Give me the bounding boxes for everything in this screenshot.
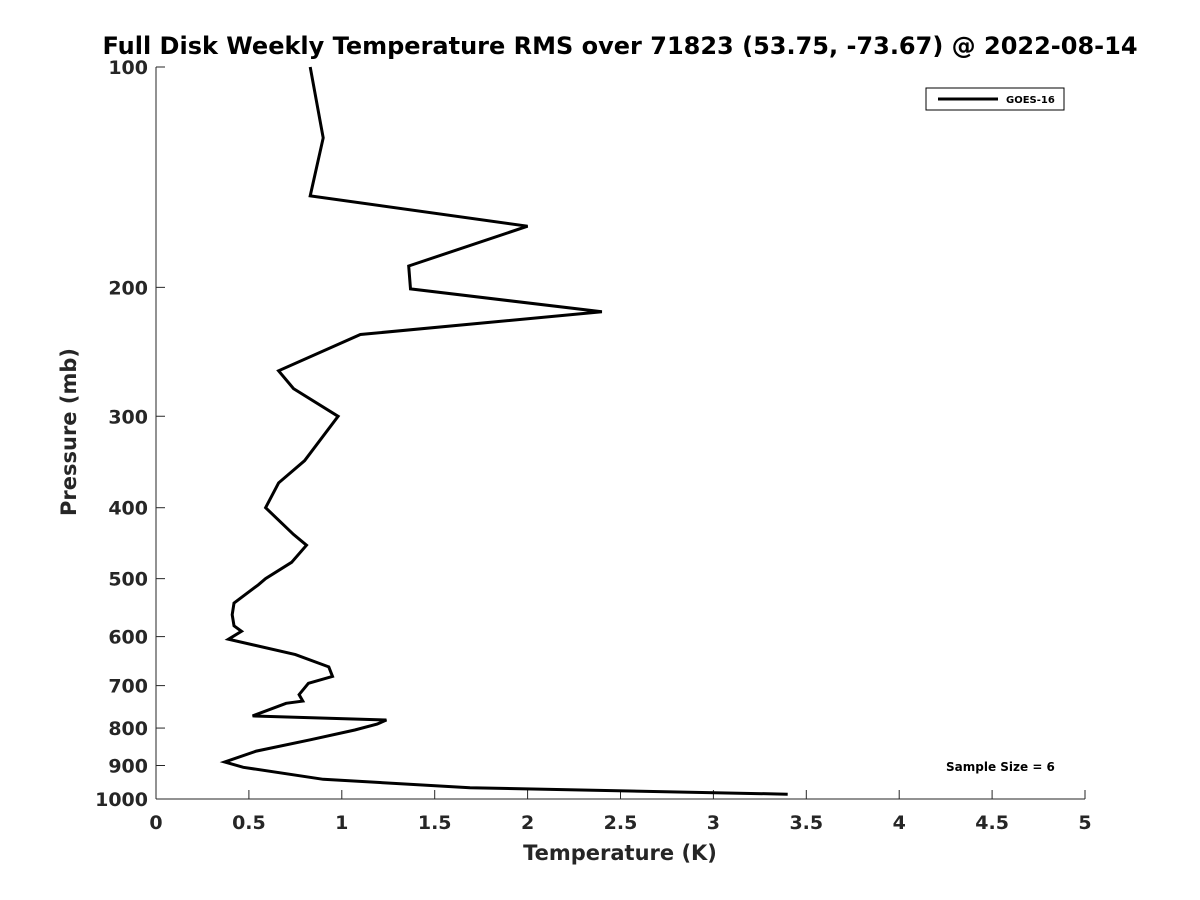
x-tick-label: 2 xyxy=(521,812,534,834)
x-tick-label: 4 xyxy=(893,812,906,834)
legend: GOES-16 xyxy=(925,87,1065,111)
y-tick-label: 900 xyxy=(108,756,148,778)
y-tick-label: 400 xyxy=(108,498,148,520)
y-tick-label: 700 xyxy=(108,676,148,698)
x-tick-label: 3.5 xyxy=(789,812,823,834)
y-tick-label: 600 xyxy=(108,627,148,649)
y-tick-label: 1000 xyxy=(95,789,148,811)
y-tick-label: 500 xyxy=(108,569,148,591)
x-axis-label: Temperature (K) xyxy=(523,841,717,865)
x-tick-label: 5 xyxy=(1078,812,1091,834)
x-tick-label: 2.5 xyxy=(604,812,638,834)
legend-label-goes-16: GOES-16 xyxy=(1006,95,1055,106)
y-tick-label: 200 xyxy=(108,277,148,299)
x-tick-label: 0.5 xyxy=(232,812,266,834)
y-axis-ticks: 100 200 300 400 500 600 700 800 900 1000 xyxy=(95,57,165,811)
x-tick-label: 3 xyxy=(707,812,720,834)
x-tick-label: 4.5 xyxy=(975,812,1009,834)
series-line-goes-16 xyxy=(219,66,788,796)
chart-title: Full Disk Weekly Temperature RMS over 71… xyxy=(102,32,1137,60)
series-group xyxy=(219,66,788,796)
y-axis-label: Pressure (mb) xyxy=(57,348,81,516)
y-tick-label: 100 xyxy=(108,57,148,79)
x-tick-label: 1.5 xyxy=(418,812,452,834)
x-tick-label: 0 xyxy=(149,812,162,834)
x-axis-ticks: 0 0.5 1 1.5 2 2.5 3 3.5 4 4.5 5 xyxy=(149,790,1092,834)
x-tick-label: 1 xyxy=(335,812,348,834)
y-tick-label: 800 xyxy=(108,718,148,740)
y-tick-label: 300 xyxy=(108,406,148,428)
sample-size-annotation: Sample Size = 6 xyxy=(946,760,1055,774)
